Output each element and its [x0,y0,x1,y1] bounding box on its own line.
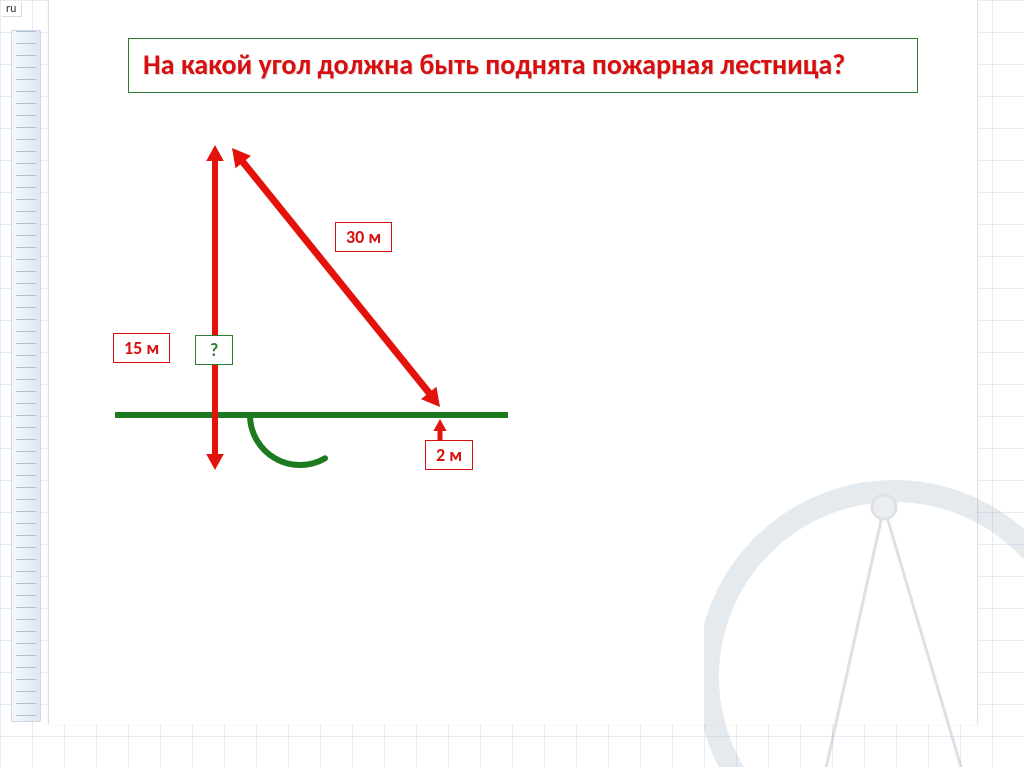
locale-tag: ru [2,2,22,17]
label-height: 15 м [113,333,170,363]
label-bottom-offset: 2 м [425,440,473,470]
label-angle-unknown: ? [195,335,233,365]
page-root: ru На какой угол должна быть поднята пож… [0,0,1024,767]
ruler-icon [11,30,41,722]
label-ladder-length: 30 м [335,222,392,252]
title-box: На какой угол должна быть поднята пожарн… [128,38,918,93]
slide-area [48,0,978,724]
title-text: На какой угол должна быть поднята пожарн… [143,47,903,82]
